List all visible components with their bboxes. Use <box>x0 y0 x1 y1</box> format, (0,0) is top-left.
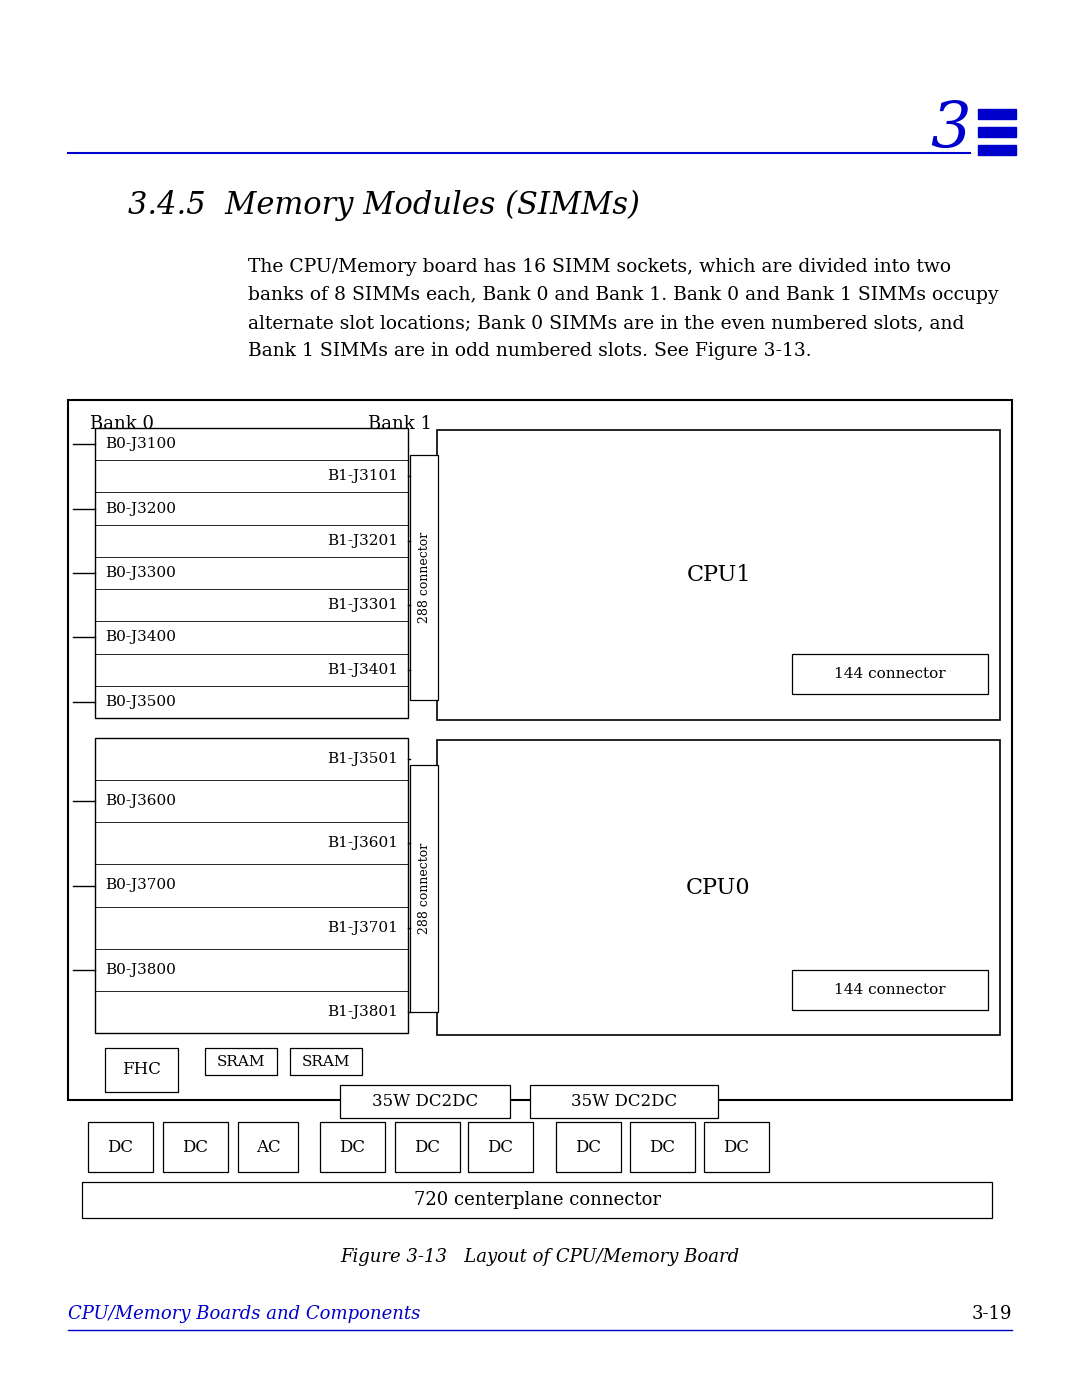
Text: B0-J3400: B0-J3400 <box>105 630 176 644</box>
Text: DC: DC <box>649 1139 675 1155</box>
Text: alternate slot locations; Bank 0 SIMMs are in the even numbered slots, and: alternate slot locations; Bank 0 SIMMs a… <box>248 314 964 332</box>
Text: B1-J3501: B1-J3501 <box>327 752 399 766</box>
Text: CPU1: CPU1 <box>686 564 751 585</box>
FancyBboxPatch shape <box>95 427 408 718</box>
Text: AC: AC <box>256 1139 281 1155</box>
Text: 144 connector: 144 connector <box>834 983 946 997</box>
FancyBboxPatch shape <box>340 1085 510 1118</box>
Text: B1-J3101: B1-J3101 <box>327 469 399 483</box>
FancyBboxPatch shape <box>792 970 988 1010</box>
Text: DC: DC <box>487 1139 513 1155</box>
FancyBboxPatch shape <box>437 430 1000 719</box>
Text: SRAM: SRAM <box>217 1055 266 1069</box>
FancyBboxPatch shape <box>238 1122 298 1172</box>
Text: B0-J3100: B0-J3100 <box>105 437 176 451</box>
Text: B0-J3200: B0-J3200 <box>105 502 176 515</box>
FancyBboxPatch shape <box>410 455 438 700</box>
Text: CPU/Memory Boards and Components: CPU/Memory Boards and Components <box>68 1305 420 1323</box>
FancyBboxPatch shape <box>105 1048 178 1092</box>
Text: Bank 1 SIMMs are in odd numbered slots. See Figure 3-13.: Bank 1 SIMMs are in odd numbered slots. … <box>248 342 812 360</box>
FancyBboxPatch shape <box>410 766 438 1011</box>
Text: 288 connector: 288 connector <box>418 842 431 935</box>
FancyBboxPatch shape <box>530 1085 718 1118</box>
Text: B1-J3801: B1-J3801 <box>327 1004 399 1018</box>
FancyBboxPatch shape <box>978 109 1016 119</box>
Text: B1-J3701: B1-J3701 <box>327 921 399 935</box>
FancyBboxPatch shape <box>320 1122 384 1172</box>
FancyBboxPatch shape <box>68 400 1012 1099</box>
Text: B0-J3700: B0-J3700 <box>105 879 176 893</box>
Text: Figure 3-13   Layout of CPU/Memory Board: Figure 3-13 Layout of CPU/Memory Board <box>340 1248 740 1266</box>
Text: B0-J3300: B0-J3300 <box>105 566 176 580</box>
FancyBboxPatch shape <box>87 1122 153 1172</box>
FancyBboxPatch shape <box>556 1122 621 1172</box>
Text: DC: DC <box>183 1139 208 1155</box>
Text: The CPU/Memory board has 16 SIMM sockets, which are divided into two: The CPU/Memory board has 16 SIMM sockets… <box>248 258 951 277</box>
FancyBboxPatch shape <box>291 1048 362 1076</box>
Text: DC: DC <box>724 1139 750 1155</box>
FancyBboxPatch shape <box>978 127 1016 137</box>
Text: B1-J3201: B1-J3201 <box>327 534 399 548</box>
Text: DC: DC <box>339 1139 365 1155</box>
FancyBboxPatch shape <box>205 1048 276 1076</box>
FancyBboxPatch shape <box>163 1122 228 1172</box>
Text: SRAM: SRAM <box>301 1055 350 1069</box>
Text: B0-J3600: B0-J3600 <box>105 795 176 809</box>
Text: banks of 8 SIMMs each, Bank 0 and Bank 1. Bank 0 and Bank 1 SIMMs occupy: banks of 8 SIMMs each, Bank 0 and Bank 1… <box>248 286 999 305</box>
Text: Bank 0: Bank 0 <box>90 415 154 433</box>
Text: B0-J3500: B0-J3500 <box>105 694 176 708</box>
Text: 35W DC2DC: 35W DC2DC <box>372 1092 478 1111</box>
Text: 35W DC2DC: 35W DC2DC <box>571 1092 677 1111</box>
Text: DC: DC <box>415 1139 441 1155</box>
FancyBboxPatch shape <box>95 738 408 1032</box>
Text: DC: DC <box>576 1139 602 1155</box>
Text: B1-J3401: B1-J3401 <box>327 662 399 676</box>
Text: 288 connector: 288 connector <box>418 532 431 623</box>
Text: CPU0: CPU0 <box>686 876 751 898</box>
FancyBboxPatch shape <box>468 1122 534 1172</box>
Text: Bank 1: Bank 1 <box>368 415 432 433</box>
FancyBboxPatch shape <box>978 145 1016 155</box>
FancyBboxPatch shape <box>630 1122 696 1172</box>
FancyBboxPatch shape <box>395 1122 460 1172</box>
Text: 720 centerplane connector: 720 centerplane connector <box>414 1192 661 1208</box>
Text: FHC: FHC <box>122 1062 161 1078</box>
Text: 3.4.5  Memory Modules (SIMMs): 3.4.5 Memory Modules (SIMMs) <box>129 190 639 221</box>
FancyBboxPatch shape <box>704 1122 769 1172</box>
Text: DC: DC <box>108 1139 134 1155</box>
FancyBboxPatch shape <box>792 654 988 694</box>
FancyBboxPatch shape <box>437 740 1000 1035</box>
Text: B1-J3301: B1-J3301 <box>327 598 399 612</box>
Text: 144 connector: 144 connector <box>834 666 946 680</box>
Text: B1-J3601: B1-J3601 <box>327 837 399 851</box>
FancyBboxPatch shape <box>82 1182 993 1218</box>
Text: 3: 3 <box>930 101 971 162</box>
Text: B0-J3800: B0-J3800 <box>105 963 176 977</box>
Text: 3-19: 3-19 <box>972 1305 1012 1323</box>
